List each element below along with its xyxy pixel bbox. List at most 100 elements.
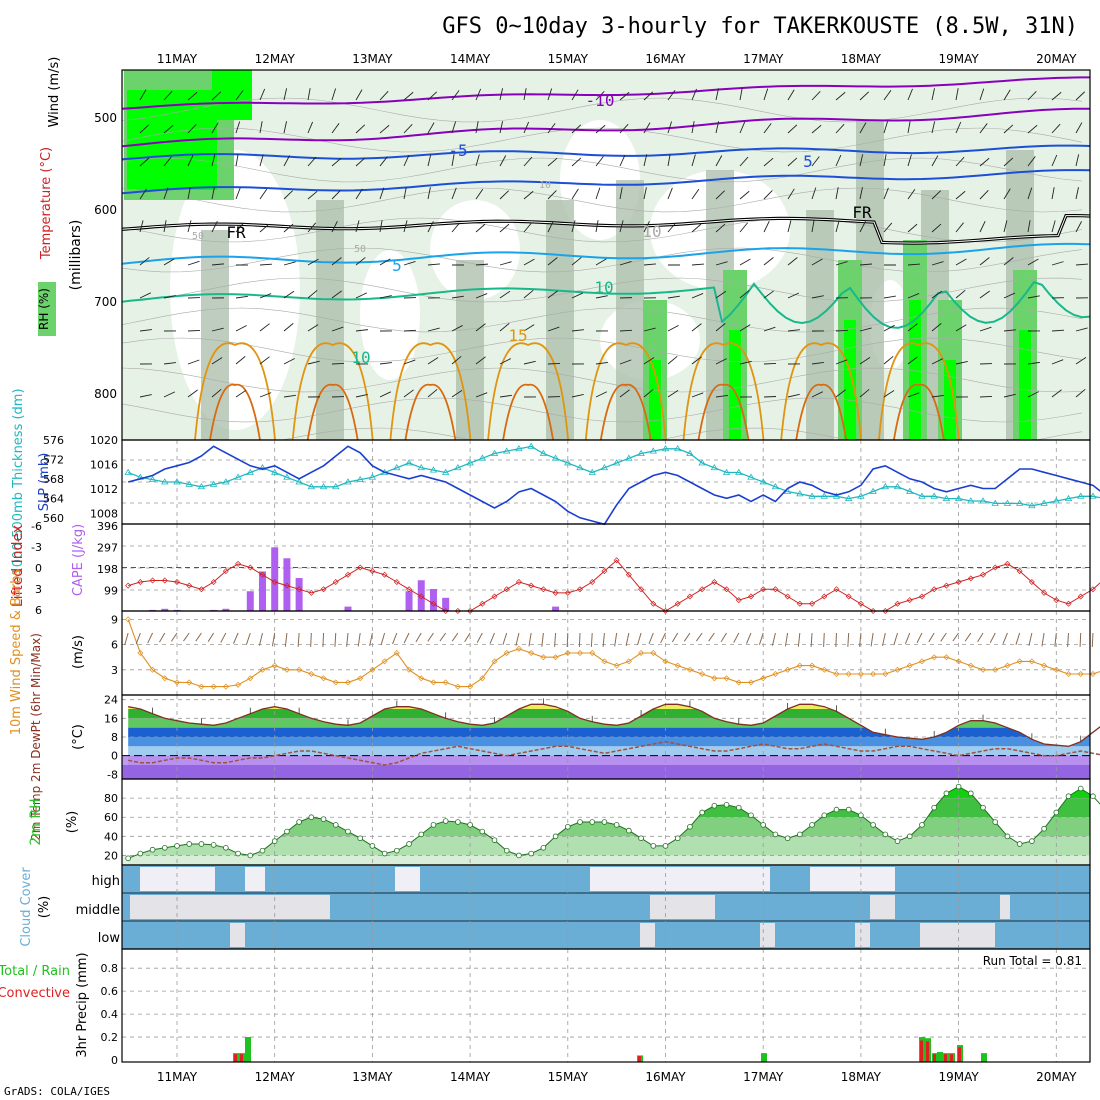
thickness-point	[1052, 497, 1061, 504]
wind-barb	[475, 392, 488, 398]
thickness-point	[893, 482, 902, 490]
lifted-index-point	[357, 564, 364, 571]
wind-barb	[187, 329, 201, 332]
wind-barb	[235, 356, 246, 365]
rh-contour	[122, 307, 1083, 333]
wind-barb	[979, 396, 993, 398]
rh-2m-point	[210, 842, 217, 848]
rh-tick-label: 60	[104, 811, 118, 824]
thickness-point	[478, 454, 487, 461]
wind-barb	[763, 190, 773, 200]
dewpoint-line	[128, 740, 1100, 766]
wind-barb	[451, 389, 463, 398]
wind-barb-10m	[207, 632, 215, 642]
wind-barb	[739, 324, 751, 332]
lifted-index-point	[1089, 586, 1096, 593]
wind-speed-point	[1004, 662, 1011, 669]
thickness-point	[820, 492, 828, 499]
rh-2m-point	[479, 828, 486, 835]
wind-barb-10m	[810, 632, 813, 647]
thickness-point	[991, 499, 999, 506]
wind-barb	[979, 88, 985, 101]
wind-barb-10m	[502, 632, 508, 645]
wind-barb	[883, 324, 895, 332]
wind-barb	[139, 257, 150, 266]
lifted-index-point	[650, 600, 657, 607]
rh-2m-point	[699, 809, 705, 816]
wind-barb	[307, 222, 317, 233]
rh-contour	[122, 187, 1083, 213]
lifted-index-tick-label: 0	[35, 562, 42, 575]
rh-2m-point	[833, 806, 840, 813]
cloud-gap	[140, 867, 215, 891]
wind-barb	[643, 263, 656, 266]
wind-barb-10m	[392, 632, 398, 645]
wind-barb	[859, 187, 863, 200]
rh-2m-point	[882, 831, 889, 838]
wind-barb	[571, 329, 584, 332]
wind-barb	[1075, 327, 1088, 332]
wind-barb	[619, 220, 624, 233]
wind-barb	[499, 394, 512, 398]
temperature-axis-label: Temperature (°C)	[39, 147, 54, 260]
lifted-index-point	[479, 600, 486, 607]
wind-barb-10m	[758, 632, 764, 645]
wind-barb	[619, 389, 630, 398]
wind-barb	[499, 261, 512, 266]
temperature-tick-label: 8	[111, 731, 118, 744]
temperature-contour-20	[697, 383, 750, 440]
wind-barb	[403, 220, 408, 233]
wind-barb	[427, 357, 439, 365]
thickness-point	[1089, 492, 1097, 499]
wind-speed-point	[430, 679, 437, 686]
wind-speed-point	[613, 662, 620, 669]
date-label-bottom: 15MAY	[548, 1070, 589, 1084]
wind-barb-10m	[183, 632, 190, 642]
wind-barb-10m	[823, 632, 825, 647]
wind-barb	[1027, 124, 1038, 134]
temperature-contour-15	[389, 342, 472, 440]
wind-speed-point	[332, 679, 339, 686]
wind-barb	[187, 187, 191, 200]
wind-speed-point	[296, 666, 303, 673]
wind-barb	[907, 392, 920, 398]
lifted-index-point	[772, 586, 779, 593]
thickness-point	[307, 482, 316, 490]
wind-barb	[307, 156, 317, 167]
wind-barb	[475, 154, 480, 167]
wind-speed-point	[625, 658, 632, 665]
rh-2m-point	[418, 831, 425, 838]
wind-barb	[979, 326, 992, 332]
wind-barb	[499, 358, 511, 365]
wind-barb-10m	[233, 632, 239, 644]
date-label-bottom: 19MAY	[938, 1070, 979, 1084]
rh-2m-point	[797, 831, 803, 838]
wind-barb	[211, 154, 216, 167]
wind-barb	[403, 91, 414, 101]
lifted-index-point	[296, 586, 303, 593]
wind-barb	[667, 390, 679, 398]
wind-barb	[739, 190, 750, 200]
lifted-index-point	[906, 597, 913, 604]
wind-barb	[187, 389, 198, 398]
rh-plume	[616, 180, 644, 440]
wind-barb	[715, 261, 728, 266]
date-label-bottom: 11MAY	[157, 1070, 198, 1084]
wind-barb	[307, 190, 318, 200]
lifted-index-point	[381, 571, 388, 578]
wind-barb	[163, 391, 176, 398]
wind-barb-10m	[476, 632, 483, 643]
wind-barb	[1027, 220, 1031, 233]
wind-barb	[1075, 263, 1088, 266]
wind-barb	[1051, 329, 1065, 332]
precip-bar	[761, 1053, 767, 1062]
wind-speed-point	[845, 671, 852, 677]
precip-tick-label: 0.8	[101, 962, 119, 975]
pressure-tick-label: 600	[94, 203, 117, 217]
wind-barb	[451, 90, 460, 101]
rh-2m-point	[1041, 825, 1047, 832]
rh-tick-label: 80	[104, 792, 118, 805]
wind-barb	[883, 154, 887, 167]
wind-barb	[1027, 187, 1033, 200]
